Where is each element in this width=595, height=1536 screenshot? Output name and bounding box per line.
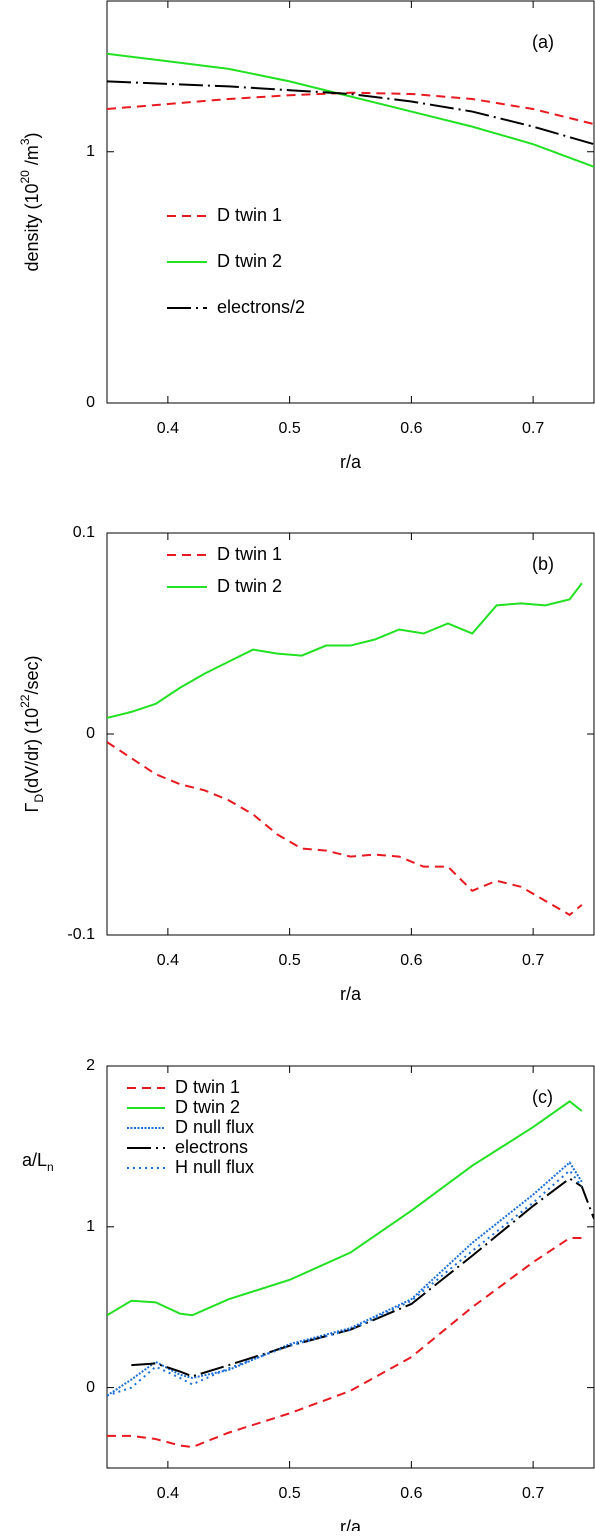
y-tick-label: 0: [86, 725, 95, 742]
x-tick-label: 0.6: [400, 952, 422, 969]
y-tick-label: 0.1: [73, 524, 95, 541]
series-line: [107, 52, 594, 168]
panel: 0.4 0.5 0.6 0.7 0 1 2 r/a a/Ln (c) D twin 1D twin …: [22, 1057, 595, 1536]
series-line: [107, 1169, 583, 1397]
y-axis-label-part: 22: [18, 694, 32, 708]
x-tick-label: 0.7: [522, 952, 544, 969]
series-group: [107, 1100, 594, 1449]
series-line: [131, 1177, 594, 1378]
series-line: [107, 741, 583, 917]
y-axis-label-part: /m: [22, 145, 42, 170]
y-axis-label: ΓD(dV/dr) (1022/sec): [18, 656, 46, 813]
series-line: [107, 80, 594, 146]
panel-annotation: (a): [532, 32, 554, 52]
plot-frame: [106, 0, 595, 404]
x-tick-label: 0.4: [157, 952, 179, 969]
y-axis-label-part: 20: [18, 170, 32, 184]
series-group: [107, 582, 583, 917]
y-axis-label: density (1020 /m3): [18, 132, 42, 271]
legend-label: H null flux: [175, 1157, 254, 1177]
series-line: [107, 582, 583, 719]
y-axis-label-part: a/L: [22, 1150, 47, 1170]
legend-label: D twin 1: [217, 544, 282, 564]
x-tick-label: 0.5: [279, 420, 301, 437]
legend-label: electrons/2: [217, 297, 305, 317]
legend-label: D twin 2: [217, 576, 282, 596]
plot-frame: [106, 1065, 595, 1469]
y-axis-label-part: ): [22, 132, 42, 138]
x-tick-label: 0.7: [522, 420, 544, 437]
series-line: [107, 1160, 583, 1397]
series-line: [107, 1100, 583, 1317]
legend-label: D twin 2: [217, 251, 282, 271]
legend-label: D null flux: [175, 1117, 254, 1137]
y-tick-label: 2: [86, 1057, 95, 1074]
y-axis-label-part: 3: [18, 138, 32, 145]
y-tick-label: 1: [86, 1218, 95, 1235]
x-tick-label: 0.5: [279, 1485, 301, 1502]
legend-label: D twin 1: [175, 1077, 240, 1097]
x-tick-label: 0.5: [279, 952, 301, 969]
series-group: [107, 52, 594, 168]
y-axis-label-part: density (10: [22, 183, 42, 271]
legend-label: D twin 2: [175, 1097, 240, 1117]
panel-annotation: (b): [532, 554, 554, 574]
panel: 0.4 0.5 0.6 0.7 0 1 r/a density (1020 /m3) (a) D …: [18, 0, 595, 472]
y-tick-label: 0: [86, 1379, 95, 1396]
y-axis-label-part: D: [32, 794, 46, 803]
series-line: [107, 91, 594, 126]
x-tick-label: 0.7: [522, 1485, 544, 1502]
x-axis-label: r/a: [340, 452, 362, 472]
x-tick-label: 0.6: [400, 1485, 422, 1502]
plot-frame: [106, 532, 595, 936]
y-axis-label-part: Γ: [22, 803, 42, 813]
panel-annotation: (c): [532, 1087, 553, 1107]
y-axis-label-part: /sec): [22, 656, 42, 695]
legend-label: electrons: [175, 1137, 248, 1157]
x-tick-label: 0.4: [157, 420, 179, 437]
y-axis-label-part: (dV/dr) (10: [22, 708, 42, 794]
y-axis-label: a/Ln: [22, 1150, 54, 1174]
series-line: [107, 1237, 582, 1449]
x-axis-label: r/a: [340, 984, 362, 1004]
x-tick-label: 0.4: [157, 1485, 179, 1502]
x-axis-label: r/a: [340, 1517, 362, 1531]
y-tick-label: -0.1: [67, 926, 95, 943]
panel: 0.4 0.5 0.6 0.7 -0.1 0 0.1 r/a ΓD(dV/dr) (1022/s…: [18, 524, 595, 1004]
x-tick-label: 0.6: [400, 420, 422, 437]
y-tick-label: 0: [86, 394, 95, 411]
legend-label: D twin 1: [217, 205, 282, 225]
y-axis-label-part: n: [47, 1160, 54, 1174]
y-tick-label: 1: [86, 143, 95, 160]
